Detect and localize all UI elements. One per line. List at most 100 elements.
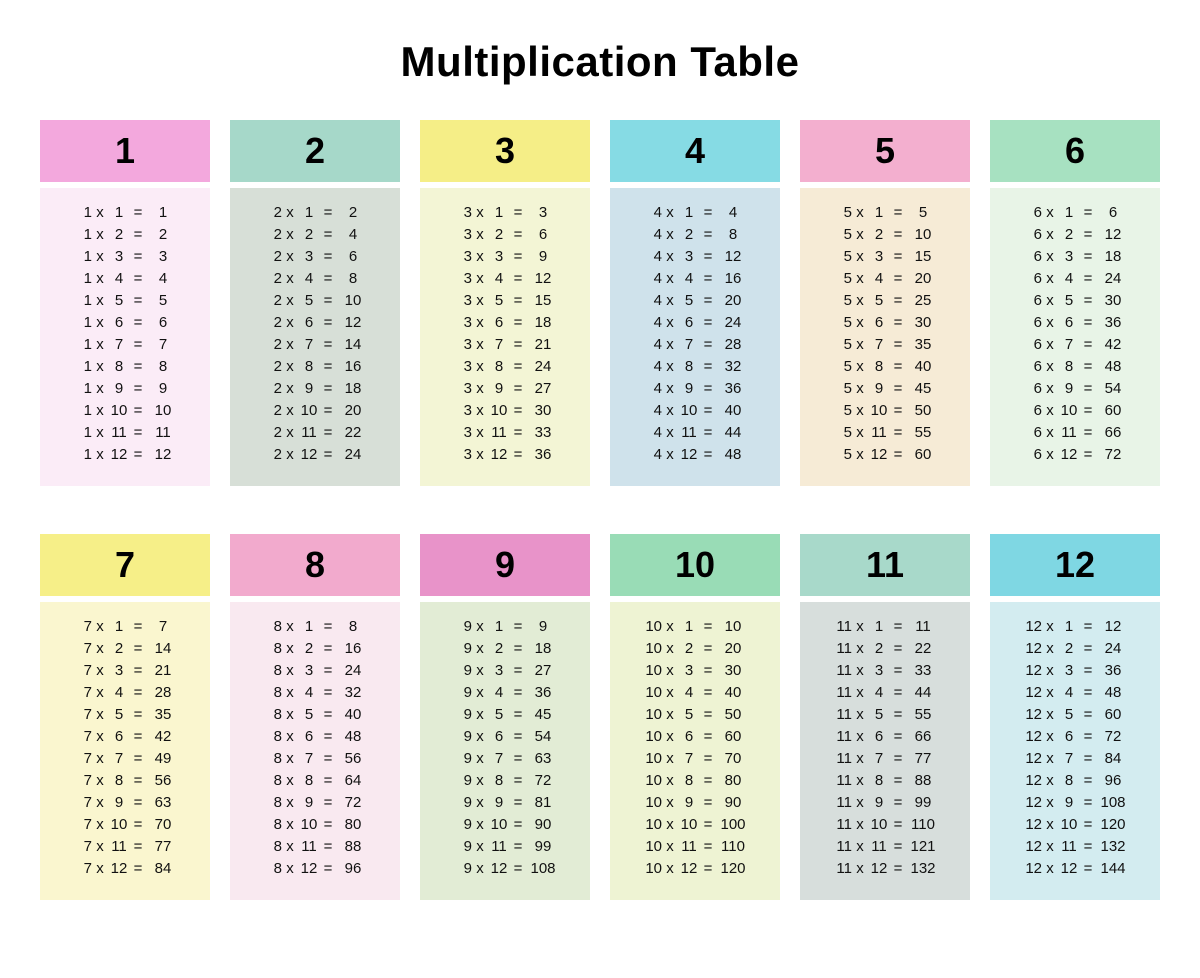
equation-row: 9x2=18	[420, 638, 590, 660]
product: 24	[336, 660, 370, 682]
equation-row: 6x12=72	[990, 444, 1160, 466]
times-symbol: x	[282, 356, 298, 378]
equation-row: 9x5=45	[420, 704, 590, 726]
equals-symbol: =	[130, 202, 146, 224]
factor-b: 11	[868, 836, 890, 858]
equals-symbol: =	[1080, 638, 1096, 660]
factor-b: 3	[108, 246, 130, 268]
factor-b: 4	[298, 682, 320, 704]
equals-symbol: =	[130, 836, 146, 858]
equals-symbol: =	[890, 814, 906, 836]
times-symbol: x	[852, 704, 868, 726]
factor-b: 8	[298, 356, 320, 378]
factor-a: 7	[70, 748, 92, 770]
equation-row: 11x1=11	[800, 616, 970, 638]
factor-a: 10	[640, 792, 662, 814]
times-symbol: x	[282, 268, 298, 290]
factor-a: 11	[830, 638, 852, 660]
equals-symbol: =	[320, 312, 336, 334]
equals-symbol: =	[510, 638, 526, 660]
factor-b: 12	[108, 858, 130, 880]
factor-b: 10	[1058, 400, 1080, 422]
product: 55	[906, 704, 940, 726]
equals-symbol: =	[890, 290, 906, 312]
equation-row: 6x9=54	[990, 378, 1160, 400]
factor-a: 1	[70, 312, 92, 334]
equals-symbol: =	[1080, 616, 1096, 638]
times-table-card-6: 66x1=66x2=126x3=186x4=246x5=306x6=366x7=…	[990, 120, 1160, 486]
factor-b: 10	[108, 814, 130, 836]
equals-symbol: =	[510, 334, 526, 356]
factor-a: 4	[640, 290, 662, 312]
factor-b: 7	[678, 334, 700, 356]
factor-b: 6	[108, 726, 130, 748]
equals-symbol: =	[510, 400, 526, 422]
equation-row: 2x1=2	[230, 202, 400, 224]
factor-a: 7	[70, 726, 92, 748]
factor-a: 1	[70, 268, 92, 290]
equals-symbol: =	[1080, 770, 1096, 792]
equation-row: 8x11=88	[230, 836, 400, 858]
factor-b: 3	[678, 246, 700, 268]
factor-b: 5	[108, 704, 130, 726]
equation-row: 3x7=21	[420, 334, 590, 356]
product: 28	[716, 334, 750, 356]
equals-symbol: =	[130, 400, 146, 422]
factor-a: 2	[260, 246, 282, 268]
product: 121	[906, 836, 940, 858]
equals-symbol: =	[510, 444, 526, 466]
times-symbol: x	[282, 638, 298, 660]
factor-a: 5	[830, 290, 852, 312]
equation-row: 12x3=36	[990, 660, 1160, 682]
equation-row: 2x2=4	[230, 224, 400, 246]
equation-row: 4x6=24	[610, 312, 780, 334]
factor-b: 1	[868, 616, 890, 638]
equation-row: 8x12=96	[230, 858, 400, 880]
times-symbol: x	[662, 268, 678, 290]
factor-b: 9	[488, 792, 510, 814]
times-symbol: x	[472, 638, 488, 660]
equals-symbol: =	[510, 748, 526, 770]
equation-row: 9x8=72	[420, 770, 590, 792]
equation-row: 8x5=40	[230, 704, 400, 726]
equals-symbol: =	[890, 224, 906, 246]
times-symbol: x	[1042, 858, 1058, 880]
factor-b: 5	[868, 290, 890, 312]
factor-a: 2	[260, 422, 282, 444]
equation-row: 10x10=100	[610, 814, 780, 836]
factor-a: 8	[260, 660, 282, 682]
factor-a: 12	[1020, 836, 1042, 858]
equation-row: 9x12=108	[420, 858, 590, 880]
equals-symbol: =	[320, 268, 336, 290]
equation-row: 11x10=110	[800, 814, 970, 836]
factor-a: 4	[640, 378, 662, 400]
times-symbol: x	[662, 858, 678, 880]
times-symbol: x	[852, 726, 868, 748]
product: 24	[526, 356, 560, 378]
product: 36	[526, 682, 560, 704]
factor-a: 3	[450, 378, 472, 400]
product: 110	[906, 814, 940, 836]
equals-symbol: =	[890, 312, 906, 334]
factor-b: 2	[108, 638, 130, 660]
times-symbol: x	[92, 638, 108, 660]
factor-b: 7	[868, 748, 890, 770]
equation-row: 4x5=20	[610, 290, 780, 312]
equals-symbol: =	[510, 726, 526, 748]
factor-b: 1	[868, 202, 890, 224]
equals-symbol: =	[700, 748, 716, 770]
factor-b: 8	[678, 356, 700, 378]
product: 8	[716, 224, 750, 246]
product: 10	[906, 224, 940, 246]
equation-row: 4x9=36	[610, 378, 780, 400]
factor-b: 8	[488, 356, 510, 378]
times-symbol: x	[472, 682, 488, 704]
factor-a: 10	[640, 638, 662, 660]
equation-row: 5x11=55	[800, 422, 970, 444]
equation-row: 4x11=44	[610, 422, 780, 444]
equals-symbol: =	[700, 726, 716, 748]
factor-a: 12	[1020, 704, 1042, 726]
times-symbol: x	[92, 792, 108, 814]
factor-b: 11	[678, 422, 700, 444]
factor-b: 4	[108, 268, 130, 290]
